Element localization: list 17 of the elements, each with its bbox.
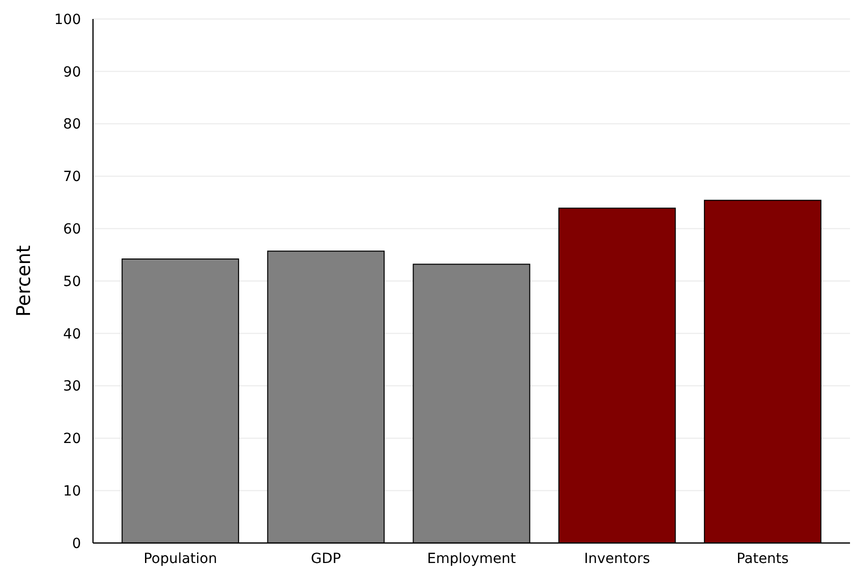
y-tick-label: 80 (63, 116, 81, 133)
y-tick-label: 10 (63, 484, 81, 500)
y-tick-label: 0 (72, 536, 81, 552)
y-tick-label: 100 (54, 12, 81, 28)
y-tick-label: 60 (63, 222, 81, 238)
y-tick-label: 50 (63, 274, 81, 290)
y-tick-label: 90 (63, 64, 81, 80)
y-tick-label: 20 (63, 431, 81, 448)
x-tick-label: GDP (310, 551, 341, 567)
y-tick-label: 40 (63, 326, 81, 342)
x-tick-label: Inventors (584, 551, 650, 567)
x-tick-label: Employment (427, 551, 516, 567)
y-axis-title: Percent (13, 245, 35, 317)
y-tick-label: 70 (63, 169, 81, 186)
x-tick-label: Population (144, 551, 218, 567)
x-tick-label: Patents (736, 551, 789, 567)
y-tick-label: 30 (63, 378, 81, 395)
